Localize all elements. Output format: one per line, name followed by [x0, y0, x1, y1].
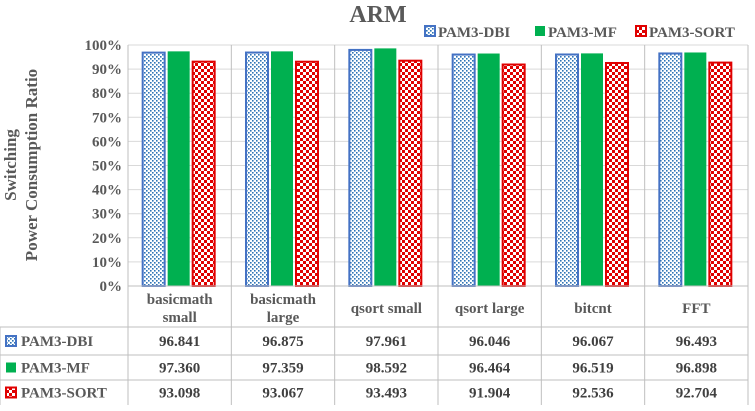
series-pam3-mf — [167, 48, 707, 287]
bar — [581, 53, 603, 287]
data-label: 93.493 — [366, 386, 407, 402]
bar — [658, 52, 683, 287]
bar — [555, 53, 579, 287]
bar — [398, 59, 423, 287]
y-tick-label: 90% — [92, 62, 122, 78]
y-tick-label: 70% — [92, 110, 122, 126]
swatch — [5, 386, 17, 399]
table-series-label: PAM3-SORT — [21, 386, 107, 402]
data-label: 96.875 — [262, 334, 303, 350]
y-axis-title-line-2: Power Consumption Ratio — [22, 69, 41, 261]
data-label: 97.360 — [159, 361, 200, 377]
category-label: qsort small — [351, 301, 422, 317]
table-series-label: PAM3-MF — [21, 361, 90, 377]
y-tick-label: 40% — [92, 183, 122, 199]
data-label: 91.904 — [469, 386, 511, 402]
swatch — [5, 335, 17, 347]
data-label: 93.067 — [262, 386, 304, 402]
data-label: 96.841 — [159, 334, 200, 350]
legend-label: PAM3-MF — [548, 25, 617, 41]
y-tick-label: 10% — [92, 255, 122, 271]
y-tick-label: 20% — [92, 231, 122, 247]
bar — [374, 48, 397, 286]
category-label: basicmath — [147, 292, 213, 308]
swatch — [635, 25, 647, 37]
chart-title: ARM — [349, 2, 406, 28]
y-tick-label: 0% — [100, 279, 123, 295]
bar — [245, 51, 269, 287]
y-axis-title-line-1: Switching — [1, 129, 20, 201]
bar — [501, 63, 526, 288]
y-axis-title: Switching Power Consumption Ratio — [1, 69, 41, 261]
y-axis-tick-labels: 0% 10% 20% 30% 40% 50% 60% 70% 80% 90% 100% — [85, 38, 123, 295]
data-label: 92.536 — [572, 386, 614, 402]
legend: PAM3-DBI PAM3-MF PAM3-SORT — [424, 25, 735, 41]
legend-label: PAM3-SORT — [649, 25, 735, 41]
category-label: large — [267, 310, 300, 326]
y-tick-label: 100% — [85, 38, 123, 54]
data-label: 96.464 — [469, 361, 511, 377]
data-label: 97.961 — [366, 334, 407, 350]
bar — [348, 48, 373, 288]
data-label: 98.592 — [366, 361, 407, 377]
data-label: 96.046 — [469, 334, 511, 350]
bar — [167, 51, 190, 287]
legend-label: PAM3-DBI — [438, 25, 510, 41]
data-label: 97.359 — [262, 361, 303, 377]
data-label: 96.519 — [572, 361, 613, 377]
data-label: 96.493 — [676, 334, 717, 350]
category-label: qsort large — [455, 301, 525, 317]
bar — [477, 53, 500, 286]
data-label: 92.704 — [676, 386, 718, 402]
y-tick-label: 80% — [92, 86, 122, 102]
bar — [295, 60, 319, 288]
bar — [708, 61, 733, 287]
swatch — [6, 362, 16, 373]
data-table: basicmath small basicmath large qsort small q… — [0, 45, 749, 405]
table-series-label: PAM3-DBI — [21, 334, 93, 350]
swatch — [424, 25, 436, 37]
bar — [451, 53, 476, 287]
y-tick-label: 50% — [92, 159, 122, 175]
category-label: basicmath — [250, 292, 316, 308]
data-label: 93.098 — [159, 386, 200, 402]
bar — [141, 51, 166, 287]
bar — [191, 60, 216, 287]
bar-series — [141, 48, 733, 288]
y-tick-label: 60% — [92, 134, 122, 150]
series-pam3-dbi — [141, 48, 683, 288]
category-label: FFT — [682, 301, 710, 317]
category-label: small — [163, 310, 197, 326]
y-tick-label: 30% — [92, 207, 122, 223]
swatch — [535, 26, 545, 36]
data-label: 96.898 — [676, 361, 717, 377]
bar — [605, 61, 629, 288]
category-label: bitcnt — [574, 301, 612, 317]
data-label: 96.067 — [572, 334, 614, 350]
bar — [271, 51, 293, 287]
bar — [684, 52, 707, 287]
